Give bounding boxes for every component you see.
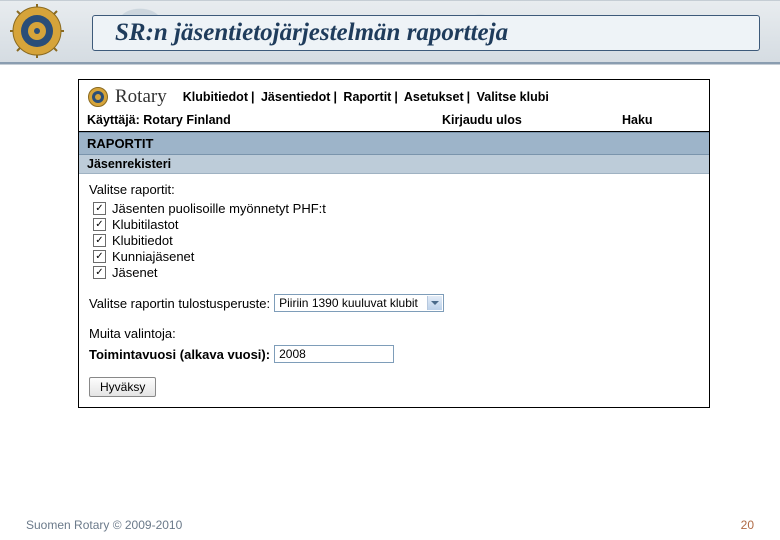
checkbox-label: Kunniajäsenet: [112, 249, 194, 264]
checkbox-row: ✓ Jäsenten puolisoille myönnetyt PHF:t: [93, 201, 699, 216]
other-options-label: Muita valintoja:: [89, 326, 699, 341]
checkbox-row: ✓ Klubitiedot: [93, 233, 699, 248]
choose-reports-label: Valitse raportit:: [89, 182, 699, 197]
report-form: Valitse raportit: ✓ Jäsenten puolisoille…: [79, 174, 709, 407]
checkbox-row: ✓ Klubitilastot: [93, 217, 699, 232]
select-value: Piiriin 1390 kuuluvat klubit: [279, 296, 418, 310]
logout-link[interactable]: Kirjaudu ulos: [442, 113, 522, 127]
slide-divider: [0, 62, 780, 65]
chevron-down-icon: [427, 296, 442, 310]
nav-raportit[interactable]: Raportit: [343, 90, 391, 104]
rotary-emblem-icon: [87, 86, 109, 108]
year-input[interactable]: 2008: [274, 345, 394, 363]
print-basis-label: Valitse raportin tulostusperuste:: [89, 296, 270, 311]
checkbox-label: Jäsenet: [112, 265, 158, 280]
checkbox-row: ✓ Kunniajäsenet: [93, 249, 699, 264]
nav-jasentiedot[interactable]: Jäsentiedot: [261, 90, 330, 104]
nav-valitse-klubi[interactable]: Valitse klubi: [477, 90, 549, 104]
subsection-title: Jäsenrekisteri: [79, 155, 709, 174]
main-nav: Klubitiedot| Jäsentiedot| Raportit| Aset…: [183, 90, 549, 104]
slide-footer: Suomen Rotary © 2009-2010 20: [26, 518, 754, 532]
checkbox-kunniajasenet[interactable]: ✓: [93, 250, 106, 263]
user-label: Käyttäjä:: [87, 113, 140, 127]
footer-copyright: Suomen Rotary © 2009-2010: [26, 518, 182, 532]
checkbox-phf[interactable]: ✓: [93, 202, 106, 215]
page-number: 20: [741, 518, 754, 532]
app-header: Rotary Klubitiedot| Jäsentiedot| Raporti…: [79, 80, 709, 111]
search-link[interactable]: Haku: [622, 113, 653, 127]
slide-title: SR:n jäsentietojärjestelmän raportteja: [115, 19, 508, 47]
user-value: Rotary Finland: [143, 113, 231, 127]
app-screenshot: Rotary Klubitiedot| Jäsentiedot| Raporti…: [78, 79, 710, 408]
nav-klubitiedot[interactable]: Klubitiedot: [183, 90, 248, 104]
title-bar: SR:n jäsentietojärjestelmän raportteja: [92, 15, 760, 51]
nav-asetukset[interactable]: Asetukset: [404, 90, 464, 104]
checkbox-jasenet[interactable]: ✓: [93, 266, 106, 279]
checkbox-klubitilastot[interactable]: ✓: [93, 218, 106, 231]
slide-header: SR:n jäsentietojärjestelmän raportteja: [0, 0, 780, 62]
rotary-emblem-icon: [10, 4, 64, 58]
checkbox-row: ✓ Jäsenet: [93, 265, 699, 280]
checkbox-label: Jäsenten puolisoille myönnetyt PHF:t: [112, 201, 326, 216]
sub-nav: Käyttäjä: Rotary Finland Kirjaudu ulos H…: [79, 111, 709, 132]
submit-button[interactable]: Hyväksy: [89, 377, 156, 397]
section-title: RAPORTIT: [79, 132, 709, 155]
brand-label: Rotary: [115, 86, 167, 108]
checkbox-klubitiedot[interactable]: ✓: [93, 234, 106, 247]
year-label: Toimintavuosi (alkava vuosi):: [89, 347, 270, 362]
checkbox-label: Klubitilastot: [112, 217, 178, 232]
year-row: Toimintavuosi (alkava vuosi): 2008: [89, 345, 699, 363]
checkbox-label: Klubitiedot: [112, 233, 173, 248]
print-basis-row: Valitse raportin tulostusperuste: Piirii…: [89, 294, 699, 312]
print-basis-select[interactable]: Piiriin 1390 kuuluvat klubit: [274, 294, 444, 312]
